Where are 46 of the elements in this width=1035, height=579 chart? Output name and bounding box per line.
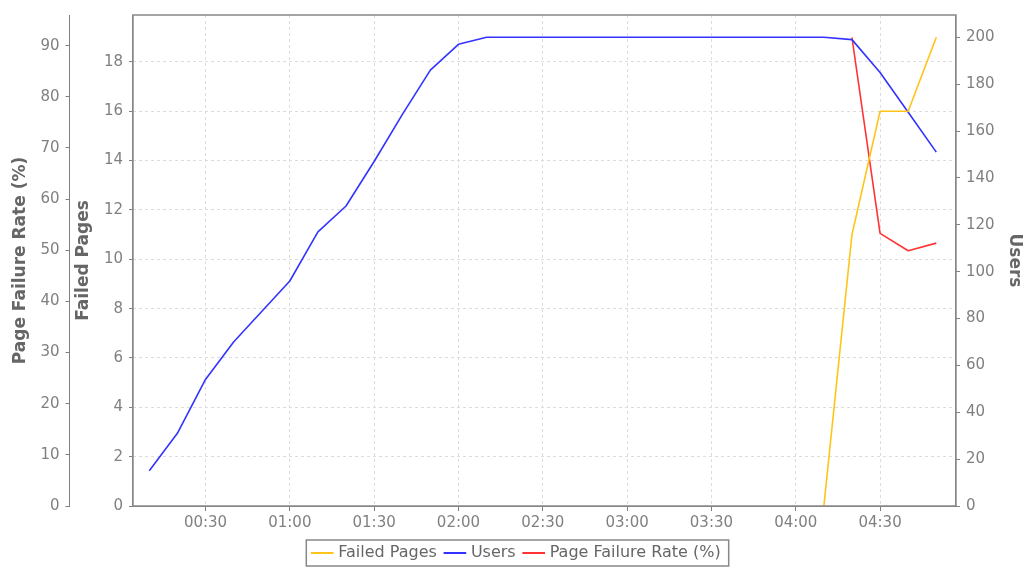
y3-tick-label: 20 bbox=[40, 393, 60, 412]
y-tick-label: 6 bbox=[113, 347, 123, 366]
y-tick-label: 8 bbox=[113, 298, 123, 317]
y-tick-label: 16 bbox=[103, 101, 123, 120]
y-tick-label: 14 bbox=[103, 150, 123, 169]
y3-tick-label: 70 bbox=[40, 137, 60, 156]
y3-axis-title: Page Failure Rate (%) bbox=[8, 156, 29, 365]
x-tick-label: 03:30 bbox=[689, 512, 734, 531]
y-tick-label: 0 bbox=[113, 495, 123, 514]
y2-tick-label: 40 bbox=[965, 402, 986, 421]
y2-tick-label: 20 bbox=[965, 449, 986, 468]
y-axis-title: Failed Pages bbox=[72, 200, 93, 321]
legend-label: Page Failure Rate (%) bbox=[549, 542, 721, 562]
x-tick-label: 00:30 bbox=[183, 512, 228, 531]
y-tick-label: 10 bbox=[103, 249, 123, 268]
x-tick-label: 02:00 bbox=[436, 512, 481, 531]
legend-label: Users bbox=[470, 542, 516, 562]
y2-tick-label: 140 bbox=[965, 167, 995, 186]
y-tick-label: 2 bbox=[113, 446, 123, 465]
y2-axis-title: Users bbox=[1006, 233, 1027, 288]
y3-tick-label: 40 bbox=[40, 291, 60, 310]
y2-tick-label: 180 bbox=[965, 74, 995, 93]
y3-tick-label: 60 bbox=[40, 189, 60, 208]
y3-tick-label: 30 bbox=[40, 342, 60, 361]
x-tick-label: 04:00 bbox=[774, 512, 818, 531]
x-tick-label: 01:30 bbox=[352, 512, 396, 531]
x-tick-label: 03:00 bbox=[605, 512, 649, 531]
x-tick-label: 04:30 bbox=[858, 512, 902, 531]
y2-tick-label: 60 bbox=[965, 355, 986, 374]
y3-tick-label: 50 bbox=[40, 240, 60, 259]
y-tick-label: 4 bbox=[113, 397, 123, 416]
y3-tick-label: 90 bbox=[40, 35, 60, 54]
legend-label: Failed Pages bbox=[338, 542, 437, 562]
x-tick-label: 01:00 bbox=[268, 512, 312, 531]
y2-tick-label: 160 bbox=[965, 120, 995, 139]
x-tick-label: 02:30 bbox=[521, 512, 565, 531]
y3-tick-label: 0 bbox=[49, 495, 60, 514]
y3-tick-label: 80 bbox=[40, 86, 60, 105]
y3-tick-label: 10 bbox=[40, 444, 60, 463]
y-tick-label: 18 bbox=[103, 51, 123, 70]
y2-tick-label: 80 bbox=[965, 308, 986, 327]
y2-tick-label: 200 bbox=[965, 27, 995, 46]
y-tick-label: 12 bbox=[103, 199, 123, 218]
y2-tick-label: 120 bbox=[965, 214, 995, 233]
y2-tick-label: 0 bbox=[965, 495, 976, 514]
y2-tick-label: 100 bbox=[965, 261, 995, 280]
